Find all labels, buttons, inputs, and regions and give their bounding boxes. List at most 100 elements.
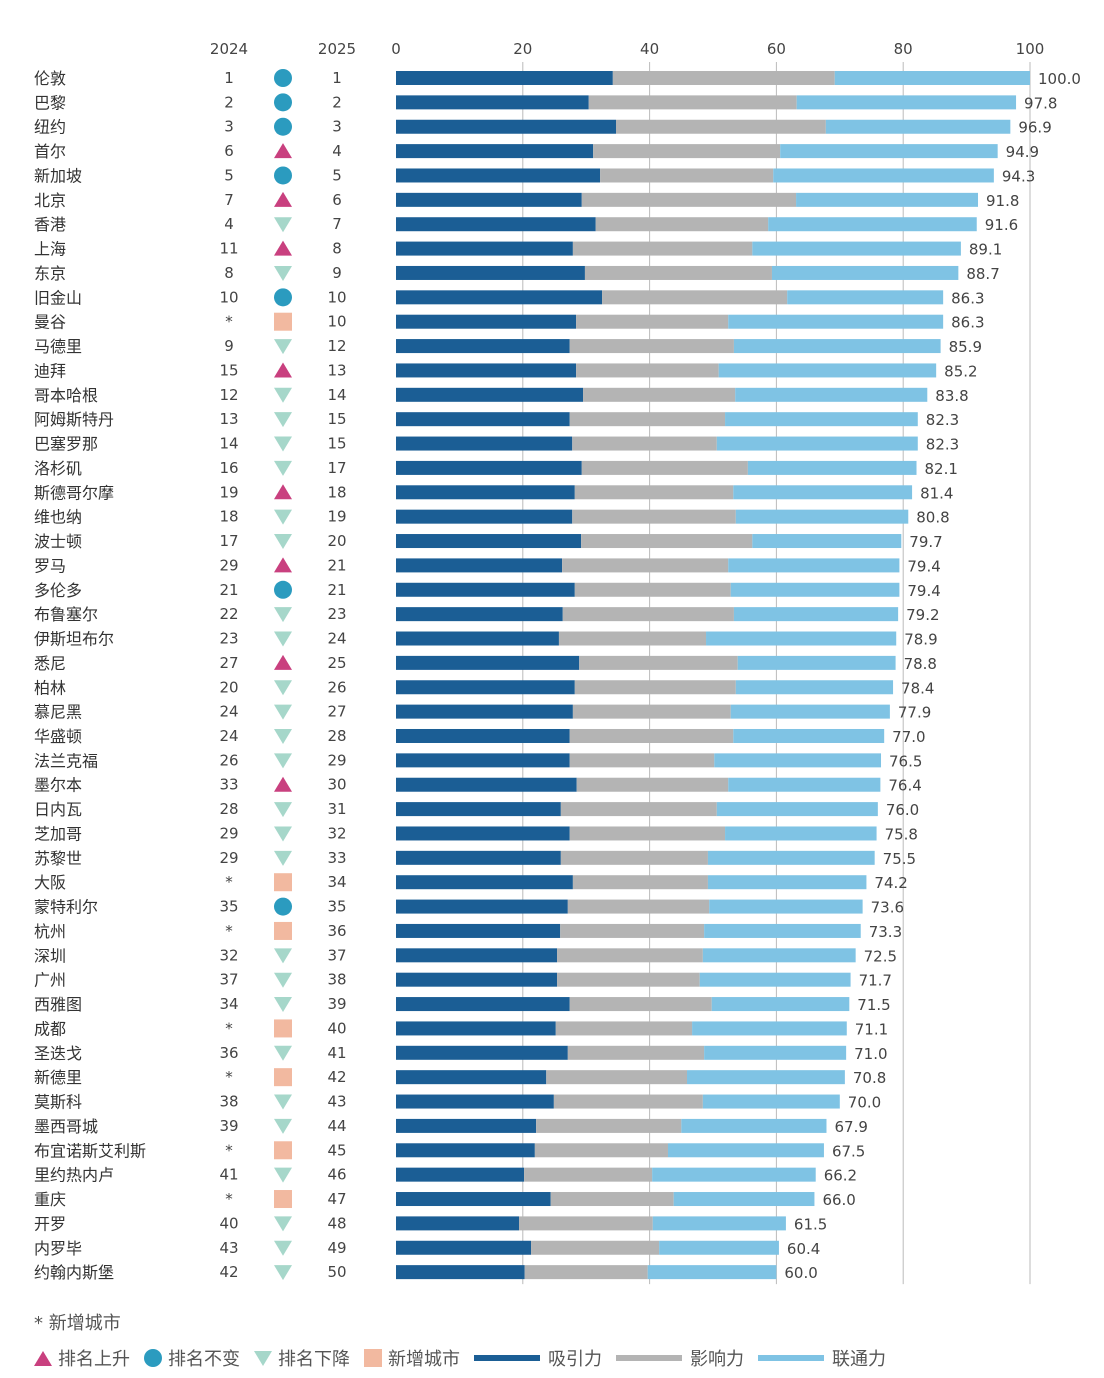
- bar-segment-influence: [581, 192, 797, 207]
- bar-segment-connectivity: [702, 1094, 840, 1109]
- bar-segment-influence: [560, 850, 708, 865]
- bar-segment-connectivity: [773, 168, 994, 183]
- rank-change-down-icon: [274, 534, 292, 550]
- bar-segment-connectivity: [728, 777, 881, 792]
- city-label: 迪拜: [34, 361, 66, 380]
- rank-2025: 37: [327, 946, 346, 964]
- bar-segment-attraction: [396, 436, 573, 451]
- city-label: 布宜诺斯艾利斯: [34, 1141, 146, 1160]
- bar-segment-attraction: [396, 1143, 535, 1158]
- city-label: 墨西哥城: [34, 1117, 98, 1136]
- rank-2025: 38: [327, 971, 346, 989]
- bar-segment-influence: [557, 972, 700, 987]
- city-label: 东京: [34, 264, 66, 283]
- bar-segment-attraction: [396, 558, 563, 573]
- rank-change-same-icon: [274, 166, 292, 185]
- bar-segment-attraction: [396, 875, 573, 890]
- bar-segment-influence: [536, 1118, 682, 1133]
- total-value-label: 72.5: [864, 947, 897, 965]
- bar-segment-connectivity: [768, 217, 977, 232]
- rank-2024: *: [225, 1141, 233, 1159]
- city-label: 首尔: [34, 142, 66, 161]
- total-value-label: 94.9: [1006, 143, 1039, 161]
- bar-segment-connectivity: [652, 1167, 816, 1182]
- bar-segment-attraction: [396, 265, 585, 280]
- total-value-label: 71.1: [855, 1020, 888, 1038]
- rank-2024: 38: [219, 1093, 238, 1111]
- bar-segment-connectivity: [752, 534, 902, 549]
- rank-2025: 21: [327, 581, 346, 599]
- bar-segment-connectivity: [659, 1240, 779, 1255]
- legend-label: 联通力: [832, 1349, 886, 1370]
- legend-line-swatch: [474, 1355, 540, 1361]
- legend-item-down: 排名下降: [254, 1345, 350, 1371]
- bar-segment-connectivity: [834, 71, 1030, 85]
- bar-segment-connectivity: [702, 948, 856, 963]
- total-value-label: 94.3: [1002, 167, 1035, 185]
- bar-segment-connectivity: [787, 290, 944, 305]
- city-label: 苏黎世: [34, 849, 82, 868]
- rank-2024: 9: [224, 337, 234, 355]
- legend-label: 吸引力: [548, 1349, 602, 1370]
- bar-segment-attraction: [396, 1216, 519, 1231]
- total-value-label: 74.2: [874, 874, 907, 892]
- rank-2025: 47: [327, 1190, 346, 1208]
- rank-2024: *: [225, 922, 233, 940]
- bar-segment-connectivity: [771, 265, 959, 280]
- rank-change-down-icon: [274, 680, 292, 696]
- bar-segment-influence: [581, 460, 748, 475]
- city-label: 墨尔本: [34, 776, 82, 795]
- rank-change-same-icon: [274, 69, 292, 87]
- rank-change-new-icon: [274, 312, 292, 331]
- total-value-label: 85.9: [949, 338, 982, 356]
- x-tick-label: 60: [767, 40, 786, 58]
- rank-change-up-icon: [274, 776, 292, 792]
- bar-segment-influence: [588, 95, 797, 110]
- rank-change-down-icon: [274, 972, 292, 988]
- bar-segment-influence: [562, 607, 734, 622]
- bar-segment-attraction: [396, 1045, 568, 1060]
- rank-2025: 35: [327, 898, 346, 916]
- rank-2024: 14: [219, 435, 238, 453]
- total-value-label: 89.1: [969, 241, 1002, 259]
- legend-line-swatch: [758, 1355, 824, 1361]
- bar-segment-attraction: [396, 387, 584, 402]
- total-value-label: 71.7: [859, 972, 892, 990]
- legend-label: 影响力: [690, 1349, 744, 1370]
- bar-segment-connectivity: [737, 655, 896, 670]
- bar-segment-connectivity: [706, 631, 897, 646]
- rank-2025: 30: [327, 776, 346, 794]
- total-value-label: 82.3: [926, 436, 959, 454]
- rank-change-down-icon: [274, 412, 292, 428]
- city-label: 开罗: [34, 1214, 66, 1233]
- total-value-label: 61.5: [794, 1215, 827, 1233]
- bar-segment-influence: [569, 826, 726, 841]
- city-label: 日内瓦: [34, 800, 82, 819]
- rank-change-up-icon: [274, 557, 292, 573]
- total-value-label: 77.0: [892, 728, 925, 746]
- total-value-label: 79.7: [909, 533, 942, 551]
- rank-change-down-icon: [274, 607, 292, 623]
- legend-triangle-up-icon: [34, 1350, 52, 1366]
- total-value-label: 82.1: [925, 460, 958, 478]
- bar-segment-connectivity: [667, 1143, 824, 1158]
- bar-segment-attraction: [396, 485, 575, 500]
- total-value-label: 76.4: [888, 777, 921, 795]
- bar-segment-connectivity: [730, 582, 900, 597]
- bar-segment-influence: [572, 241, 753, 256]
- total-value-label: 67.5: [832, 1142, 865, 1160]
- rank-2025: 6: [332, 191, 342, 209]
- bar-segment-connectivity: [796, 95, 1017, 110]
- rank-2024: 35: [219, 898, 238, 916]
- bar-segment-influence: [553, 1094, 703, 1109]
- bar-segment-attraction: [396, 850, 561, 865]
- bar-segment-influence: [567, 899, 710, 914]
- footnote: * 新增城市: [34, 1309, 121, 1335]
- city-label: 旧金山: [34, 288, 82, 307]
- rank-2025: 41: [327, 1044, 346, 1062]
- city-label: 蒙特利尔: [34, 898, 98, 917]
- bar-segment-connectivity: [733, 485, 913, 500]
- bar-segment-attraction: [396, 802, 561, 817]
- rank-2024: 40: [219, 1214, 238, 1232]
